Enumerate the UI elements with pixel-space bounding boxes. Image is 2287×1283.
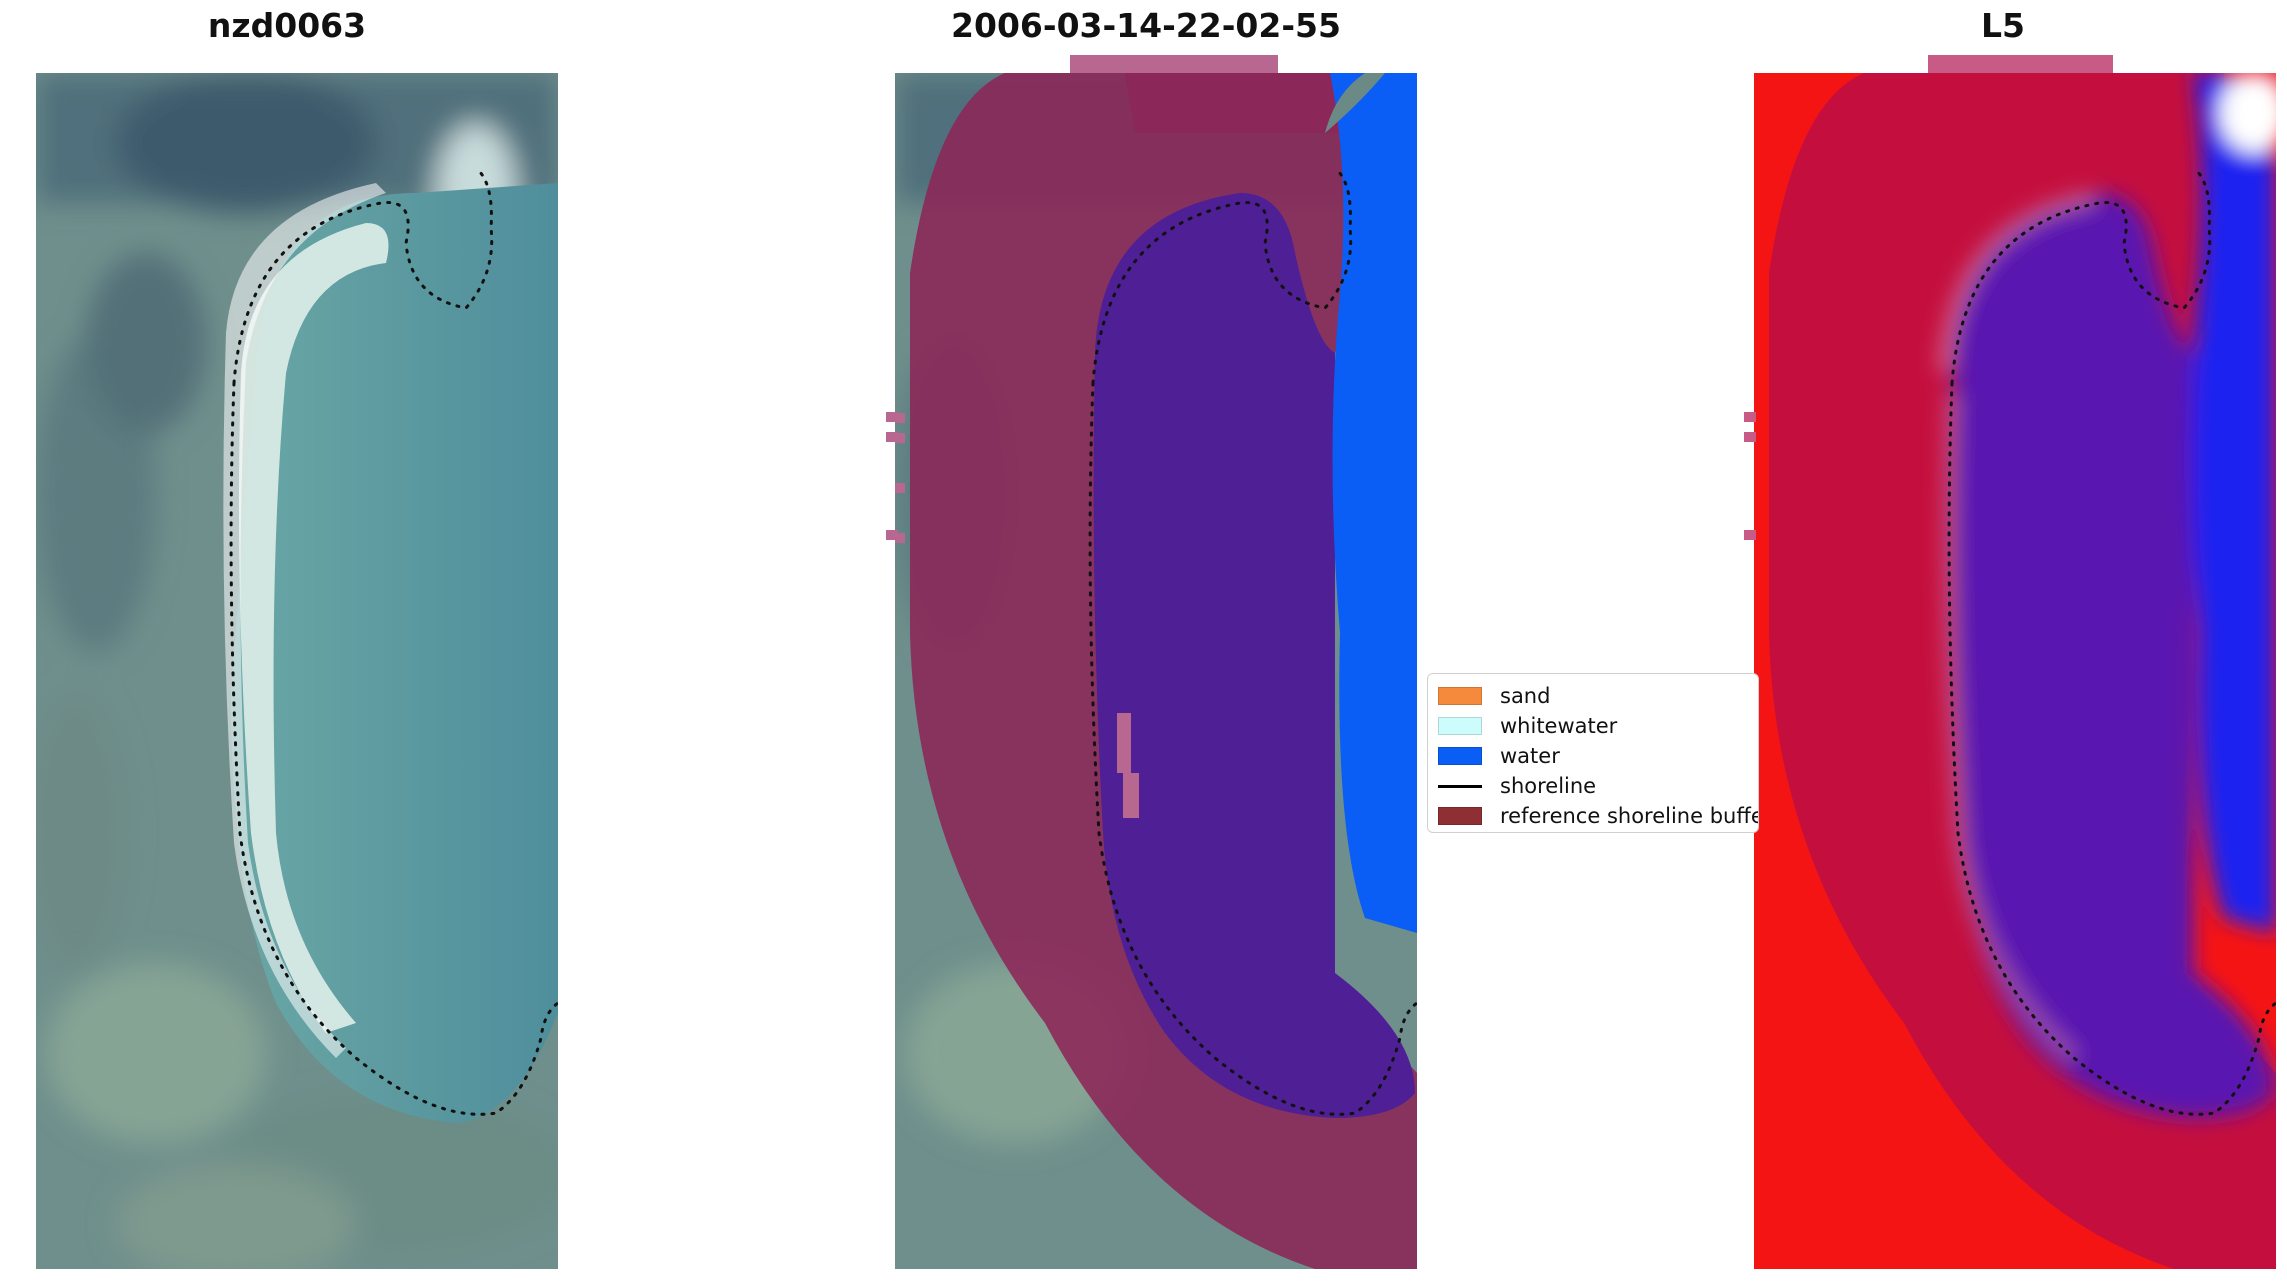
rgb-satellite-image <box>36 73 558 1269</box>
buffer-tab-left <box>886 412 898 422</box>
sand-swatch-icon <box>1438 687 1482 705</box>
classification-image <box>895 73 1417 1269</box>
legend-label: water <box>1500 744 1560 768</box>
legend-label: sand <box>1500 684 1551 708</box>
legend: sand whitewater water shoreline referenc… <box>1427 673 1759 833</box>
panel-title-index: L5 <box>1981 6 2025 45</box>
legend-item-water: water <box>1438 742 1560 770</box>
buffer-tab-left <box>886 432 898 442</box>
index-tab-left <box>1744 432 1756 442</box>
water-swatch-icon <box>1438 747 1482 765</box>
whitewater-swatch-icon <box>1438 717 1482 735</box>
index-image <box>1754 73 2276 1269</box>
legend-label: whitewater <box>1500 714 1618 738</box>
legend-item-whitewater: whitewater <box>1438 712 1617 740</box>
legend-item-shoreline: shoreline <box>1438 772 1596 800</box>
legend-label: shoreline <box>1500 774 1597 798</box>
legend-item-reference-buffer: reference shoreline buffer <box>1438 802 1759 830</box>
index-tab-left <box>1744 530 1756 540</box>
index-tab-left <box>1744 412 1756 422</box>
panel-title-classification: 2006-03-14-22-02-55 <box>951 6 1341 45</box>
panel-title-rgb: nzd0063 <box>207 6 367 45</box>
buffer-tab-top <box>1070 55 1278 73</box>
legend-item-sand: sand <box>1438 682 1550 710</box>
buffer-tab-left <box>886 530 898 540</box>
buffer-swatch-icon <box>1438 807 1482 825</box>
legend-label: reference shoreline buffer <box>1500 804 1759 828</box>
shoreline-line-icon <box>1438 784 1482 788</box>
index-tab-top <box>1928 55 2113 73</box>
